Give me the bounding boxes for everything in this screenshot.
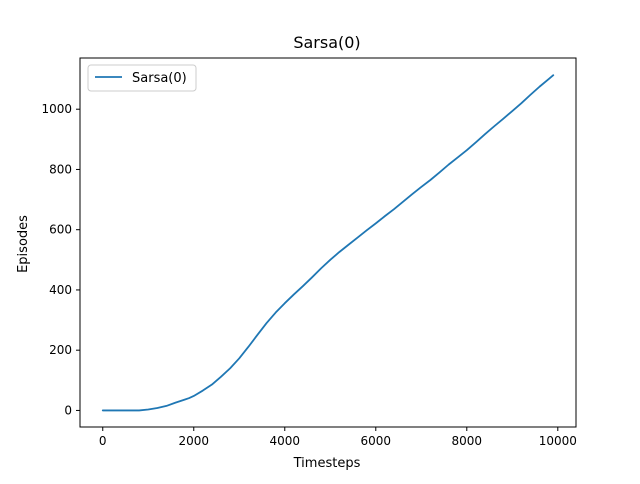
legend: Sarsa(0)	[87, 64, 197, 92]
y-tick-label: 1000	[41, 102, 72, 116]
axis-ticks-layer: 0 2000 4000 6000 8000 10000 0 200 400 600 800 1000	[41, 102, 576, 448]
series-line-sarsa	[101, 74, 555, 412]
plot-data-layer	[101, 74, 555, 412]
legend-label-sarsa: Sarsa(0)	[132, 71, 187, 86]
x-tick-label: 0	[99, 434, 107, 448]
y-tick-label: 800	[49, 162, 72, 176]
y-tick-label: 400	[49, 283, 72, 297]
x-tick-label: 10000	[539, 434, 577, 448]
y-tick-label: 600	[49, 223, 72, 237]
chart-title: Sarsa(0)	[293, 33, 360, 52]
x-tick-label: 2000	[178, 434, 209, 448]
plot-frame	[79, 57, 577, 428]
y-axis-label: Episodes	[16, 215, 31, 273]
legend-box	[87, 64, 197, 92]
x-tick-label: 8000	[452, 434, 483, 448]
x-tick-label: 6000	[361, 434, 392, 448]
x-axis-label: Timesteps	[293, 456, 361, 471]
y-tick-label: 200	[49, 343, 72, 357]
y-tick-label: 0	[64, 403, 72, 417]
x-tick-label: 4000	[269, 434, 300, 448]
